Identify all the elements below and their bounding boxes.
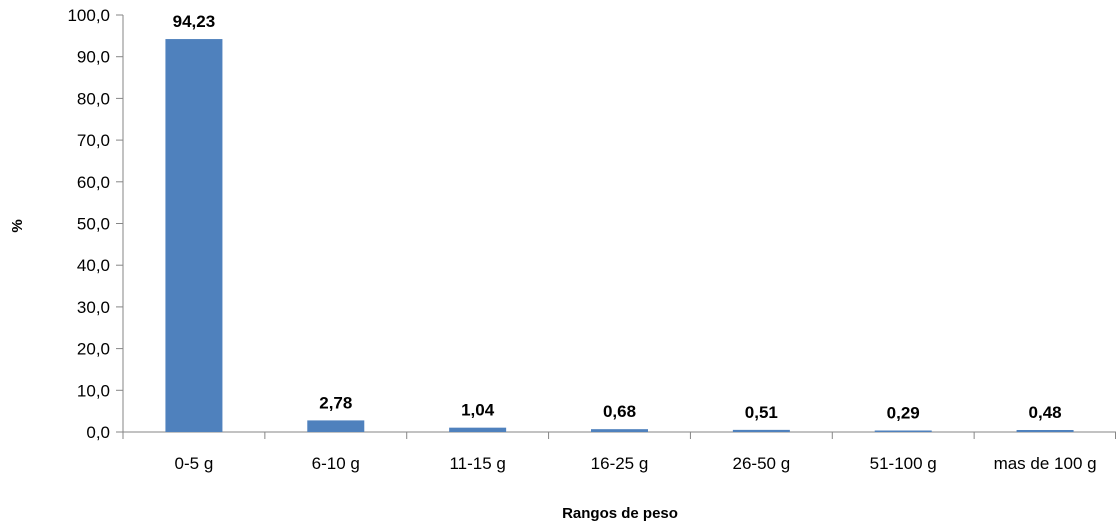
x-axis: 0-5 g 6-10 g 11-15 g 16-25 g 26-50 g 51-100 g… [122,431,1116,473]
data-label: 0,51 [745,403,778,422]
x-tick-label: 16-25 g [591,454,649,473]
x-axis-title: Rangos de peso [562,505,678,522]
data-label: 2,78 [319,393,352,412]
y-tick-label: 70,0 [77,131,110,150]
x-tick-label: 51-100 g [870,454,937,473]
x-tick-label: 11-15 g [449,454,505,473]
y-axis: 0,0 10,0 20,0 30,0 40,0 50,0 60,0 70,0 80,0 90,0 1… [67,6,124,442]
bar [307,420,365,432]
y-tick-label: 100,0 [67,6,110,25]
bar [732,429,790,432]
y-tick-label: 60,0 [77,173,110,192]
x-tick-label: 0-5 g [175,454,214,473]
y-tick-label: 90,0 [77,48,110,67]
data-labels: 94,23 2,78 1,04 0,68 0,51 0,29 0,48 [173,12,1062,422]
y-tick-label: 20,0 [77,340,110,359]
y-tick-label: 50,0 [77,215,110,234]
bar [449,427,507,432]
y-axis-title: % [9,219,26,232]
bars [165,39,1074,432]
x-tick-label: mas de 100 g [994,454,1097,473]
bar [874,430,932,432]
y-tick-label: 0,0 [86,423,110,442]
y-tick-label: 10,0 [77,381,110,400]
y-tick-label: 40,0 [77,256,110,275]
data-label: 1,04 [461,401,495,420]
x-tick-label: 26-50 g [733,454,791,473]
y-tick-label: 80,0 [77,89,110,108]
x-tick-label: 6-10 g [312,454,360,473]
bar [165,39,223,432]
data-label: 0,48 [1029,403,1062,422]
data-label: 0,29 [887,404,920,423]
bar [1016,429,1074,432]
data-label: 94,23 [173,12,216,31]
y-tick-label: 30,0 [77,298,110,317]
data-label: 0,68 [603,402,636,421]
bar [591,429,648,432]
